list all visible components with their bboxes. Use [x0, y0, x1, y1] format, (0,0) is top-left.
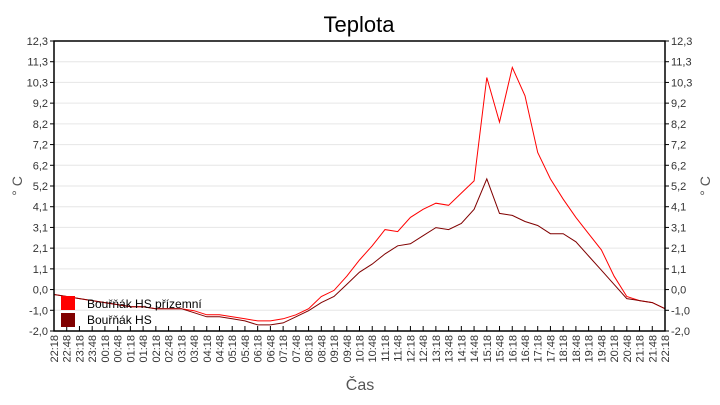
x-tick-label: 03:18	[176, 335, 188, 363]
x-tick-label: 21:48	[647, 335, 659, 363]
y-tick-label-left: 3,1	[33, 222, 48, 234]
x-tick-label: 22:18	[660, 335, 672, 363]
legend-swatch-prizemni	[61, 296, 75, 310]
x-tick-label: 18:48	[571, 335, 583, 363]
y-tick-label-right: 5,2	[671, 181, 686, 193]
y-tick-label-right: 2,1	[671, 243, 686, 255]
y-tick-label-right: 1,1	[671, 264, 686, 276]
y-tick-label-left: 11,3	[27, 57, 48, 69]
y-tick-label-right: 8,2	[671, 119, 686, 131]
x-tick-label: 08:48	[316, 335, 328, 363]
x-tick-label: 02:18	[151, 335, 163, 363]
legend: Bouřňák HS přízemní Bouřňák HS	[61, 296, 202, 327]
x-tick-label: 10:48	[367, 335, 379, 363]
x-axis-label: Čas	[346, 375, 374, 394]
x-tick-label: 09:48	[342, 335, 354, 363]
x-tick-label: 04:48	[214, 335, 226, 363]
x-tick-label: 22:18	[49, 335, 61, 363]
x-tick-label: 17:18	[533, 335, 545, 363]
x-tick-label: 19:48	[596, 335, 608, 363]
x-tick-label: 21:18	[635, 335, 647, 363]
x-tick-label: 11:18	[380, 335, 392, 362]
x-tick-label: 00:48	[113, 335, 125, 363]
x-tick-label: 00:18	[100, 335, 112, 363]
x-tick-label: 04:18	[202, 335, 214, 363]
x-tick-label: 08:18	[304, 335, 316, 363]
y-tick-label-right: 11,3	[671, 57, 692, 69]
legend-swatch-hs	[61, 313, 75, 327]
y-tick-label-right: 10,3	[671, 77, 692, 89]
y-tick-label-right: -1,0	[671, 305, 690, 317]
x-tick-label: 19:18	[584, 335, 596, 363]
x-tick-label: 11:48	[393, 335, 405, 362]
legend-label-prizemni: Bouřňák HS přízemní	[87, 297, 202, 311]
y-tick-label-left: 4,1	[33, 202, 48, 214]
y-tick-label-right: 4,1	[671, 202, 686, 214]
x-tick-label: 13:18	[431, 335, 443, 363]
x-tick-label: 01:18	[125, 335, 137, 363]
x-tick-label: 14:18	[456, 335, 468, 363]
x-tick-label: 02:48	[164, 335, 176, 363]
x-tick-label: 15:48	[495, 335, 507, 363]
x-tick-label: 09:18	[329, 335, 341, 363]
x-tick-label: 17:48	[545, 335, 557, 363]
y-tick-label-left: 7,2	[33, 140, 48, 152]
series-line-0	[53, 65, 666, 322]
x-tick-label: 20:18	[609, 335, 621, 363]
y-tick-label-left: 1,1	[33, 264, 48, 276]
x-tick-label: 12:18	[405, 335, 417, 363]
y-tick-label-left: 6,2	[33, 160, 48, 172]
y-tick-label-left: -1,0	[29, 305, 48, 317]
y-tick-label-left: 5,2	[33, 181, 48, 193]
legend-label-hs: Bouřňák HS	[87, 313, 152, 327]
x-tick-label: 18:18	[558, 335, 570, 363]
x-tick-label: 12:48	[418, 335, 430, 363]
x-tick-label: 13:48	[444, 335, 456, 363]
x-tick-label: 03:48	[189, 335, 201, 363]
x-tick-label: 06:48	[265, 335, 277, 363]
y-tick-label-left: 2,1	[33, 243, 48, 255]
y-tick-label-right: 3,1	[671, 222, 686, 234]
y-tick-label-right: 12,3	[671, 36, 692, 48]
x-tick-label: 23:48	[87, 335, 99, 363]
chart-title: Teplota	[324, 12, 396, 37]
y-tick-label-right: -2,0	[671, 326, 690, 338]
x-tick-label: 20:48	[622, 335, 634, 363]
series-line-1	[53, 177, 666, 326]
x-tick-label: 22:48	[62, 335, 74, 363]
y-axis-label-right: ° C	[697, 176, 713, 196]
x-tick-label: 01:48	[138, 335, 150, 363]
x-tick-label: 07:18	[278, 335, 290, 363]
y-axis-label-left: ° C	[9, 176, 25, 196]
x-tick-label: 14:48	[469, 335, 481, 363]
y-tick-label-left: 0,0	[33, 285, 48, 297]
x-tick-label: 06:18	[253, 335, 265, 363]
y-tick-label-left: 12,3	[27, 36, 48, 48]
x-tick-label: 10:18	[355, 335, 367, 363]
x-tick-label: 23:18	[74, 335, 86, 363]
y-tick-label-right: 0,0	[671, 285, 686, 297]
y-tick-label-right: 7,2	[671, 140, 686, 152]
x-tick-label: 16:18	[507, 335, 519, 363]
y-tick-label-left: 9,2	[33, 98, 48, 110]
x-tick-label: 07:48	[291, 335, 303, 363]
x-tick-label: 05:18	[227, 335, 239, 363]
y-tick-label-left: 10,3	[27, 77, 48, 89]
y-tick-label-left: -2,0	[29, 326, 48, 338]
y-tick-label-left: 8,2	[33, 119, 48, 131]
y-tick-label-right: 9,2	[671, 98, 686, 110]
x-tick-label: 16:48	[520, 335, 532, 363]
x-tick-label: 05:48	[240, 335, 252, 363]
y-tick-label-right: 6,2	[671, 160, 686, 172]
x-tick-label: 15:18	[482, 335, 494, 363]
